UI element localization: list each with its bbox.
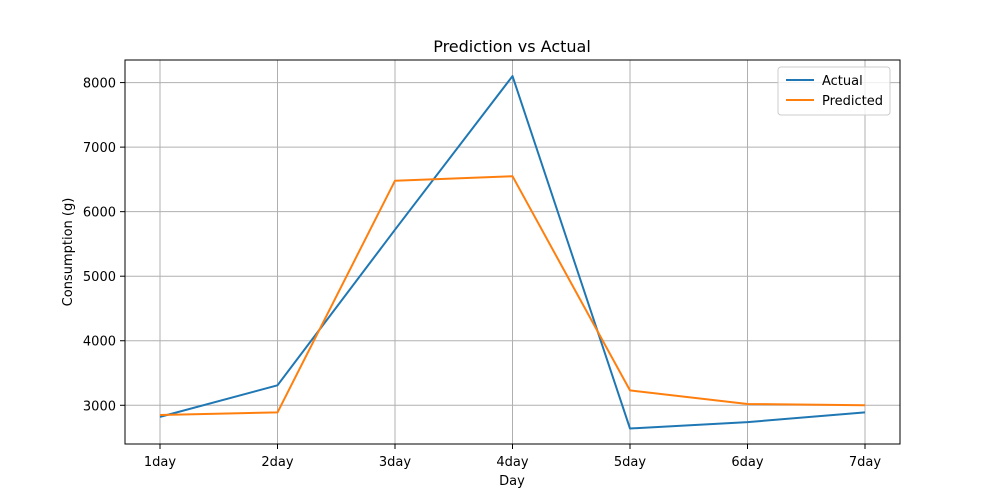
y-tick-label: 6000 [83, 206, 116, 221]
y-tick-label: 7000 [83, 141, 116, 156]
x-tick-label: 2day [261, 455, 293, 470]
series-line-actual [159, 75, 866, 430]
x-axis-label: Day [499, 474, 525, 489]
x-tick-label: 5day [614, 455, 646, 470]
axis-ticks: 1day 2day 3day 4day 5day 6day 7day 3000 4000 5000… [83, 77, 881, 470]
x-tick-label: 1day [144, 455, 176, 470]
grid [125, 60, 900, 444]
y-tick-label: 4000 [83, 335, 116, 350]
x-tick-label: 3day [379, 455, 411, 470]
x-tick-label: 4day [496, 455, 528, 470]
y-tick-label: 5000 [83, 270, 116, 285]
chart-title: Prediction vs Actual [433, 37, 591, 56]
y-tick-label: 3000 [83, 399, 116, 414]
legend-label-predicted: Predicted [822, 94, 883, 109]
y-axis-label: Consumption (g) [61, 198, 76, 307]
x-tick-label: 7day [849, 455, 881, 470]
series-line-predicted [159, 175, 866, 416]
legend: Actual Predicted [777, 66, 891, 116]
legend-label-actual: Actual [822, 74, 863, 89]
x-tick-label: 6day [731, 455, 763, 470]
series-lines [159, 75, 866, 430]
y-tick-label: 8000 [83, 77, 116, 92]
